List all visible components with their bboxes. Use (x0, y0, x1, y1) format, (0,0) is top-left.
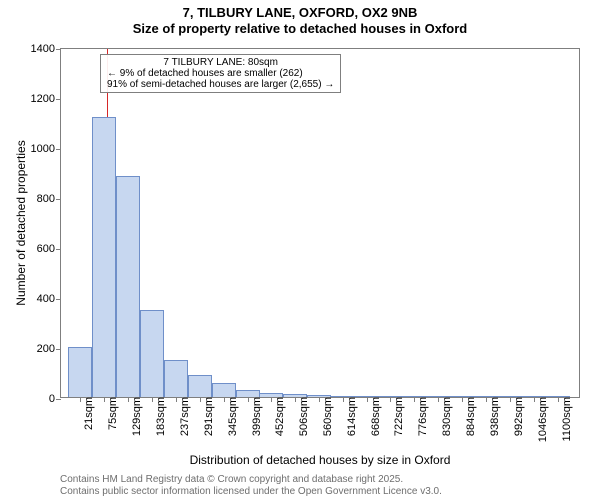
xtick-label: 1100sqm (561, 397, 573, 441)
xtick-mark (104, 397, 105, 402)
xtick-mark (128, 397, 129, 402)
xtick-mark (176, 397, 177, 402)
xtick-label: 614sqm (346, 397, 358, 436)
footer-line-1: Contains HM Land Registry data © Crown c… (60, 474, 580, 486)
xtick-mark (248, 397, 249, 402)
ytick-label: 1400 (31, 43, 61, 55)
xtick-mark (510, 397, 511, 402)
xtick-mark (390, 397, 391, 402)
ytick-label: 1000 (31, 143, 61, 155)
chart-title-1: 7, TILBURY LANE, OXFORD, OX2 9NB (0, 5, 600, 20)
x-axis-label: Distribution of detached houses by size … (60, 453, 580, 467)
xtick-label: 399sqm (251, 397, 263, 436)
ytick-label: 800 (37, 193, 61, 205)
chart-title-2: Size of property relative to detached ho… (0, 21, 600, 36)
xtick-mark (534, 397, 535, 402)
ytick-label: 0 (49, 393, 61, 405)
y-axis-label: Number of detached properties (14, 48, 28, 398)
xtick-mark (367, 397, 368, 402)
histogram-bar (188, 375, 212, 398)
xtick-label: 560sqm (322, 397, 334, 436)
xtick-mark (558, 397, 559, 402)
xtick-label: 884sqm (465, 397, 477, 436)
xtick-label: 21sqm (83, 397, 95, 430)
ytick-label: 1200 (31, 93, 61, 105)
xtick-mark (80, 397, 81, 402)
xtick-label: 452sqm (274, 397, 286, 436)
annotation-line-1: 7 TILBURY LANE: 80sqm (107, 57, 334, 68)
histogram-bar (236, 390, 260, 398)
xtick-label: 938sqm (489, 397, 501, 436)
xtick-label: 129sqm (131, 397, 143, 436)
ytick-label: 600 (37, 243, 61, 255)
annotation-line-2: ← 9% of detached houses are smaller (262… (107, 68, 334, 79)
xtick-mark (152, 397, 153, 402)
xtick-label: 183sqm (155, 397, 167, 436)
histogram-bar (212, 383, 236, 397)
xtick-mark (295, 397, 296, 402)
xtick-label: 1046sqm (537, 397, 549, 442)
xtick-label: 506sqm (298, 397, 310, 436)
xtick-mark (414, 397, 415, 402)
xtick-label: 668sqm (370, 397, 382, 436)
xtick-label: 830sqm (441, 397, 453, 436)
xtick-label: 992sqm (513, 397, 525, 436)
histogram-bar (116, 176, 140, 397)
xtick-mark (486, 397, 487, 402)
chart-container: 7, TILBURY LANE, OXFORD, OX2 9NB Size of… (0, 0, 600, 500)
xtick-mark (271, 397, 272, 402)
xtick-label: 291sqm (203, 397, 215, 436)
ytick-label: 400 (37, 293, 61, 305)
plot-area: 7 TILBURY LANE: 80sqm ← 9% of detached h… (60, 48, 580, 398)
footer-line-2: Contains public sector information licen… (60, 486, 580, 498)
histogram-bar (92, 117, 116, 397)
xtick-mark (462, 397, 463, 402)
histogram-bar (140, 310, 164, 398)
xtick-label: 776sqm (417, 397, 429, 436)
xtick-mark (319, 397, 320, 402)
xtick-label: 345sqm (227, 397, 239, 436)
xtick-label: 237sqm (179, 397, 191, 436)
ytick-label: 200 (37, 343, 61, 355)
xtick-mark (200, 397, 201, 402)
footer-attribution: Contains HM Land Registry data © Crown c… (60, 474, 580, 498)
histogram-bar (68, 347, 92, 397)
xtick-label: 722sqm (393, 397, 405, 436)
xtick-label: 75sqm (107, 397, 119, 430)
annotation-box: 7 TILBURY LANE: 80sqm ← 9% of detached h… (100, 54, 341, 93)
annotation-line-3: 91% of semi-detached houses are larger (… (107, 79, 334, 90)
xtick-mark (343, 397, 344, 402)
xtick-mark (438, 397, 439, 402)
histogram-bar (164, 360, 188, 398)
xtick-mark (224, 397, 225, 402)
